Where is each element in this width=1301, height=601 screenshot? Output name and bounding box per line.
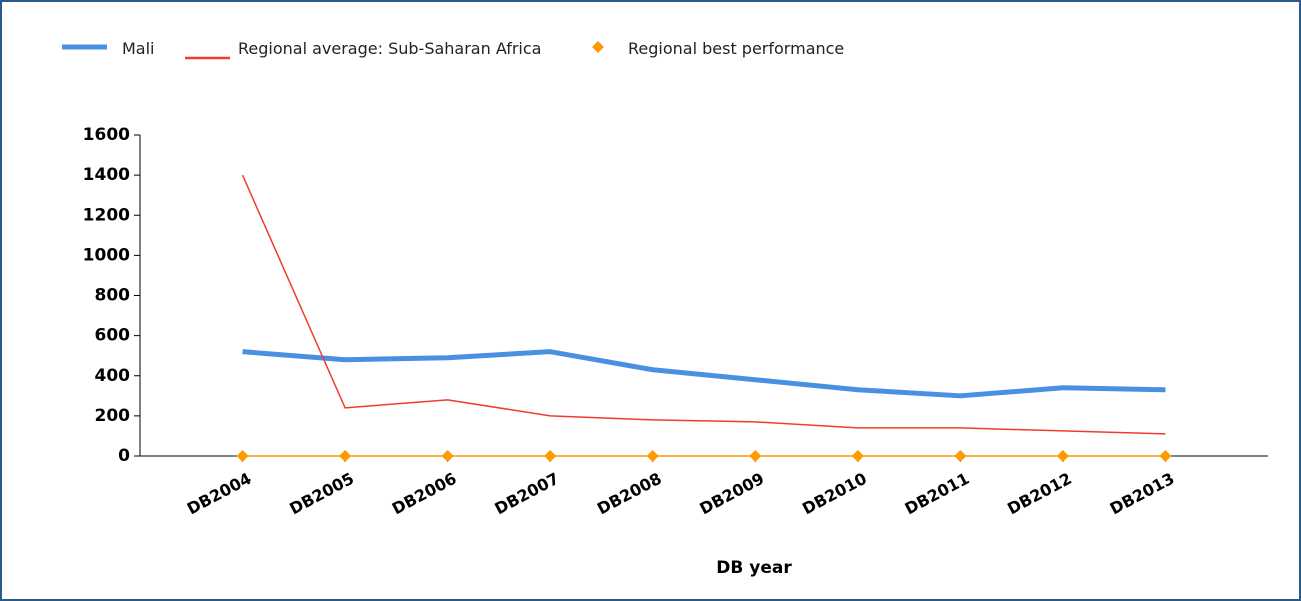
marker <box>339 450 352 462</box>
legend-label: Regional average: Sub-Saharan Africa <box>238 39 542 58</box>
x-tick-label: DB2005 <box>286 469 357 519</box>
marker <box>236 450 249 462</box>
marker <box>749 450 762 462</box>
marker <box>954 450 967 462</box>
line <box>242 349 1166 399</box>
marker <box>646 450 659 462</box>
y-tick-label: 800 <box>95 286 131 306</box>
y-tick-label: 1200 <box>83 205 130 225</box>
x-tick-label: DB2012 <box>1004 469 1075 519</box>
x-tick-label: DB2007 <box>491 469 562 519</box>
y-tick-label: 600 <box>95 326 131 346</box>
x-axis-label: DB year <box>716 558 792 578</box>
marker <box>1159 450 1172 462</box>
legend-label: Regional best performance <box>628 39 845 58</box>
marker <box>1056 450 1069 462</box>
y-tick-label: 0 <box>118 446 130 466</box>
marker <box>851 450 864 462</box>
y-tick-label: 400 <box>95 366 131 386</box>
x-tick-label: DB2010 <box>799 469 870 519</box>
x-tick-label: DB2011 <box>902 469 973 519</box>
y-tick-label: 1000 <box>83 245 130 265</box>
marker <box>441 450 454 462</box>
legend-marker <box>592 41 604 53</box>
x-tick-label: DB2013 <box>1107 469 1178 519</box>
x-tick-label: DB2004 <box>184 469 255 519</box>
y-tick-label: 200 <box>95 406 131 426</box>
x-tick-label: DB2006 <box>389 469 460 519</box>
line <box>241 174 1166 435</box>
y-tick-label: 1400 <box>83 165 130 185</box>
x-tick-label: DB2008 <box>594 469 665 519</box>
legend-label: Mali <box>122 39 155 58</box>
x-tick-label: DB2009 <box>697 469 768 519</box>
marker <box>544 450 557 462</box>
y-tick-label: 1600 <box>83 125 130 145</box>
